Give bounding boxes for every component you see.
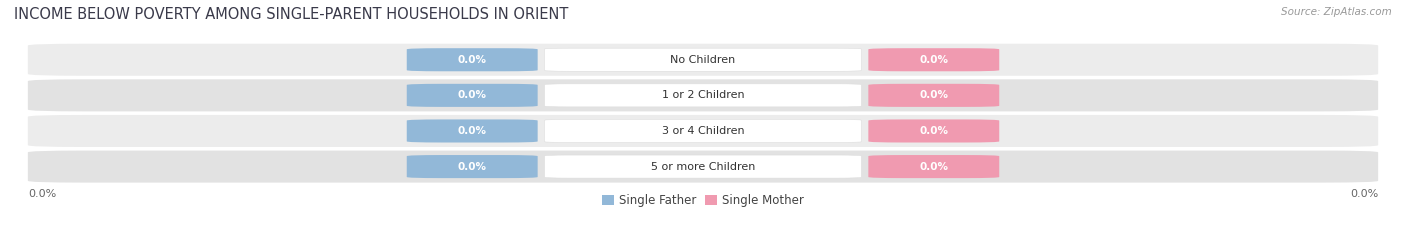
FancyBboxPatch shape bbox=[406, 84, 537, 107]
FancyBboxPatch shape bbox=[869, 155, 1000, 178]
FancyBboxPatch shape bbox=[28, 151, 1378, 183]
FancyBboxPatch shape bbox=[406, 155, 537, 178]
Text: No Children: No Children bbox=[671, 55, 735, 65]
Text: 0.0%: 0.0% bbox=[920, 161, 948, 171]
Text: 1 or 2 Children: 1 or 2 Children bbox=[662, 90, 744, 100]
FancyBboxPatch shape bbox=[28, 44, 1378, 76]
Text: 5 or more Children: 5 or more Children bbox=[651, 161, 755, 171]
Text: 0.0%: 0.0% bbox=[458, 55, 486, 65]
FancyBboxPatch shape bbox=[869, 120, 1000, 143]
FancyBboxPatch shape bbox=[406, 48, 537, 71]
Text: 3 or 4 Children: 3 or 4 Children bbox=[662, 126, 744, 136]
FancyBboxPatch shape bbox=[869, 84, 1000, 107]
Text: INCOME BELOW POVERTY AMONG SINGLE-PARENT HOUSEHOLDS IN ORIENT: INCOME BELOW POVERTY AMONG SINGLE-PARENT… bbox=[14, 7, 568, 22]
FancyBboxPatch shape bbox=[544, 84, 862, 107]
Text: 0.0%: 0.0% bbox=[28, 189, 56, 199]
Text: 0.0%: 0.0% bbox=[920, 55, 948, 65]
FancyBboxPatch shape bbox=[406, 120, 537, 143]
FancyBboxPatch shape bbox=[28, 79, 1378, 111]
Text: 0.0%: 0.0% bbox=[920, 90, 948, 100]
Text: 0.0%: 0.0% bbox=[458, 126, 486, 136]
Legend: Single Father, Single Mother: Single Father, Single Mother bbox=[598, 190, 808, 212]
Text: 0.0%: 0.0% bbox=[458, 90, 486, 100]
FancyBboxPatch shape bbox=[544, 155, 862, 178]
Text: Source: ZipAtlas.com: Source: ZipAtlas.com bbox=[1281, 7, 1392, 17]
Text: 0.0%: 0.0% bbox=[1350, 189, 1378, 199]
FancyBboxPatch shape bbox=[869, 48, 1000, 71]
FancyBboxPatch shape bbox=[544, 120, 862, 143]
Text: 0.0%: 0.0% bbox=[920, 126, 948, 136]
FancyBboxPatch shape bbox=[28, 115, 1378, 147]
FancyBboxPatch shape bbox=[544, 48, 862, 71]
Text: 0.0%: 0.0% bbox=[458, 161, 486, 171]
